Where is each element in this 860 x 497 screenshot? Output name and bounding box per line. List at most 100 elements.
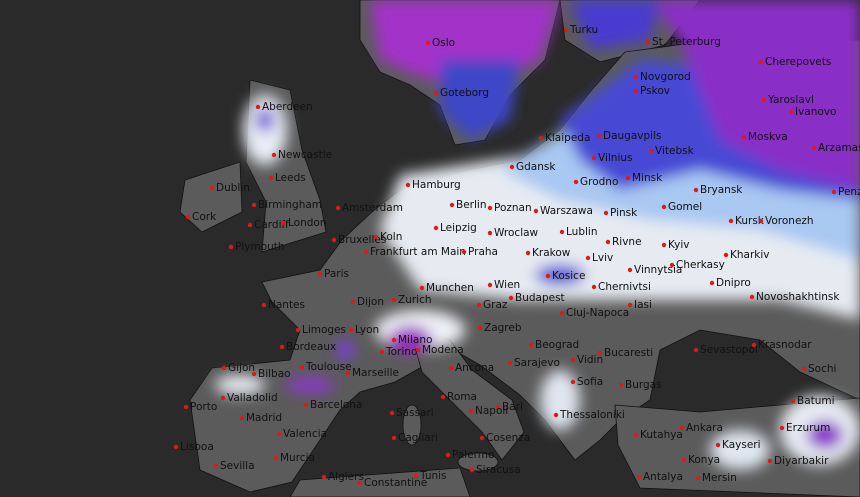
city-label: Pskov (640, 85, 670, 97)
city-label: Rivne (612, 236, 642, 248)
city-label: Plymouth (235, 241, 285, 253)
city-dot (348, 327, 354, 333)
city-dot (449, 202, 455, 208)
city-label: Minsk (632, 172, 663, 184)
city-label: Cherepovets (765, 56, 831, 68)
city-label: Diyarbakir (774, 455, 829, 467)
city-dot (448, 365, 454, 371)
city-label: Newcastle (278, 149, 332, 161)
city-dot (723, 252, 729, 258)
city-dot (261, 302, 267, 308)
city-label: Dublin (216, 182, 250, 194)
city-label: Oslo (432, 37, 455, 49)
city-dot (633, 432, 639, 438)
city-label: Batumi (797, 395, 835, 407)
city-label: Porto (190, 401, 217, 413)
city-dot (415, 347, 421, 353)
city-label: Graz (483, 299, 508, 311)
city-dot (570, 379, 576, 385)
city-dot (317, 271, 323, 277)
city-dot (801, 366, 807, 372)
city-dot (363, 249, 369, 255)
city-dot (239, 415, 245, 421)
city-dot (545, 273, 551, 279)
city-dot (487, 230, 493, 236)
city-dot (487, 205, 493, 211)
city-label: Leeds (275, 172, 306, 184)
city-dot (433, 225, 439, 231)
city-dot (391, 337, 397, 343)
city-label: Gijon (228, 362, 255, 374)
city-label: Frankfurt am Main (370, 246, 466, 258)
city-dot (603, 210, 609, 216)
city-label: Lublin (566, 226, 597, 238)
city-dot (479, 435, 485, 441)
city-dot (751, 342, 757, 348)
city-label: St. Peterburg (652, 36, 721, 48)
city-label: Dijon (357, 296, 384, 308)
city-dot (221, 365, 227, 371)
city-dot (228, 244, 234, 250)
city-label: Sarajevo (514, 357, 560, 369)
city-label: Warszawa (540, 205, 593, 217)
city-label: Munchen (426, 282, 474, 294)
city-dot (251, 202, 257, 208)
city-dot (433, 90, 439, 96)
city-label: Palermo (452, 449, 494, 461)
city-label: Bilbao (258, 368, 291, 380)
city-dot (220, 395, 226, 401)
city-label: Voronezh (765, 215, 814, 227)
city-dot (461, 249, 467, 255)
city-label: Murcia (280, 452, 315, 464)
city-dot (788, 109, 794, 115)
city-label: Krasnodar (758, 339, 812, 351)
city-dot (790, 398, 796, 404)
city-label: Koln (380, 231, 402, 243)
city-label: Cosenza (486, 432, 530, 444)
city-label: Burgas (625, 379, 662, 391)
city-label: Bari (502, 401, 523, 413)
city-dot (509, 164, 515, 170)
city-label: Cagliari (398, 432, 438, 444)
city-label: Roma (447, 391, 477, 403)
city-label: Kayseri (722, 439, 761, 451)
city-dot (476, 302, 482, 308)
city-dot (605, 239, 611, 245)
city-label: Moskva (748, 131, 788, 143)
city-label: Barcelona (310, 399, 362, 411)
city-label: Valladolid (227, 392, 278, 404)
city-dot (758, 218, 764, 224)
city-label: Kursk (735, 215, 765, 227)
city-dot (173, 444, 179, 450)
city-dot (209, 185, 215, 191)
city-label: Bordeaux (286, 341, 336, 353)
city-label: Wroclaw (494, 227, 539, 239)
city-label: Bryansk (700, 184, 743, 196)
city-label: Iasi (634, 299, 652, 311)
city-dot (251, 371, 257, 377)
city-label: Yaroslavl (767, 94, 814, 106)
city-dot (831, 189, 837, 195)
city-dot (627, 302, 633, 308)
city-dot (357, 480, 363, 486)
city-dot (669, 262, 675, 268)
city-label: Lisboa (180, 441, 214, 453)
city-label: Pinsk (610, 207, 638, 219)
city-label: Penza (838, 186, 860, 198)
city-dot (559, 310, 565, 316)
city-dot (273, 455, 279, 461)
city-dot (477, 325, 483, 331)
city-label: Beograd (535, 339, 579, 351)
city-label: Cork (192, 211, 217, 223)
city-dot (391, 435, 397, 441)
city-label: Arzamas (818, 142, 860, 154)
city-dot (728, 218, 734, 224)
city-label: Birmingham (258, 199, 322, 211)
city-label: Paris (324, 268, 349, 280)
city-label: Turku (569, 24, 598, 36)
city-dot (350, 299, 356, 305)
city-dot (271, 152, 277, 158)
city-dot (419, 285, 425, 291)
city-dot (255, 104, 261, 110)
city-dot (563, 27, 569, 33)
